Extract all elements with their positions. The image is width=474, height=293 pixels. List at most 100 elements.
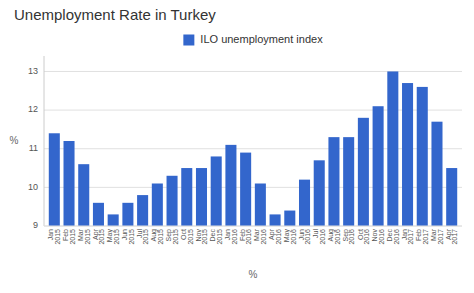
- x-tick-label: Jul2016: [312, 229, 326, 245]
- grid: [44, 71, 462, 226]
- x-tick-label-line: 2016: [393, 229, 400, 245]
- x-tick-label: Sep2016: [342, 229, 356, 245]
- x-tick-label-line: 2017: [422, 229, 429, 245]
- bar: [373, 106, 384, 226]
- bar: [299, 180, 310, 226]
- x-tick-label-line: 2015: [157, 229, 164, 245]
- bar: [181, 168, 192, 226]
- bar: [196, 168, 207, 226]
- bar: [108, 214, 119, 226]
- bar: [284, 211, 295, 226]
- bar: [431, 122, 442, 226]
- legend-swatch: [183, 35, 194, 46]
- x-axis-label: %: [249, 269, 258, 280]
- y-tick-label: 10: [28, 182, 38, 192]
- bar: [49, 133, 60, 226]
- x-tick-label-line: 2016: [260, 229, 267, 245]
- x-tick-label-line: 2015: [98, 229, 105, 245]
- x-tick-label-line: 2015: [128, 229, 135, 245]
- legend-label: ILO unemployment index: [200, 33, 323, 45]
- x-tick-label: May2015: [106, 229, 120, 245]
- x-tick-label-line: 2016: [348, 229, 355, 245]
- x-tick-label: Jan2016: [224, 229, 238, 245]
- x-tick-label-line: 2015: [187, 229, 194, 245]
- x-tick-label-line: 2017: [437, 229, 444, 245]
- x-tick-label: Aug2015: [150, 229, 164, 245]
- y-tick-label: 12: [28, 104, 38, 114]
- x-tick-label-line: 2016: [245, 229, 252, 245]
- x-tick-label: Feb2015: [62, 229, 76, 245]
- x-tick-label-line: 2016: [319, 229, 326, 245]
- x-tick-label: Jan2015: [47, 229, 61, 245]
- bar: [78, 164, 89, 226]
- grid-line: [44, 71, 462, 72]
- x-tick-label-line: 2016: [378, 229, 385, 245]
- title: Unemployment Rate in Turkey: [14, 6, 216, 23]
- y-axis-line: [44, 56, 45, 226]
- x-tick-label-line: 2015: [201, 229, 208, 245]
- x-tick-label: Aug2016: [327, 229, 341, 245]
- x-tick-label-line: 2016: [290, 229, 297, 245]
- x-tick-label: Nov2015: [195, 229, 209, 245]
- grid-line: [44, 187, 462, 188]
- x-tick-label-line: 2016: [231, 229, 238, 245]
- grid-line: [44, 226, 462, 227]
- x-tick-label: Oct2015: [180, 229, 194, 245]
- bar: [358, 118, 369, 226]
- y-tick-label: 11: [29, 143, 38, 153]
- x-tick-label-line: 2015: [54, 229, 61, 245]
- bar: [122, 203, 133, 226]
- x-tick-label: Dec2016: [386, 229, 400, 245]
- x-tick-label: Apr2015: [92, 228, 106, 244]
- bar: [343, 137, 354, 226]
- bar: [93, 203, 104, 226]
- x-tick-label-line: 2017: [451, 229, 458, 245]
- x-tick-label: Mar2015: [77, 228, 91, 244]
- bar: [152, 184, 163, 227]
- x-tick-label-line: 2015: [84, 229, 91, 245]
- x-tick-label-line: 2015: [69, 229, 76, 245]
- x-tick-label-line: 2015: [216, 229, 223, 245]
- bar: [225, 145, 236, 226]
- x-tick-label: Mar2017: [430, 228, 444, 244]
- bar: [417, 87, 428, 226]
- x-axis-line: [44, 226, 462, 227]
- x-tick-label-line: 2016: [363, 229, 370, 245]
- bars: [49, 71, 457, 226]
- x-tick-label: Feb2017: [415, 229, 429, 245]
- x-tick-label: Feb2016: [239, 229, 253, 245]
- x-tick-label: May2016: [283, 229, 297, 245]
- bar: [328, 137, 339, 226]
- bar: [314, 160, 325, 226]
- grid-line: [44, 148, 462, 149]
- y-tick-label: 13: [28, 66, 38, 76]
- chart-svg: Unemployment Rate in Turkey ILO unemploym…: [0, 0, 474, 293]
- bar: [402, 83, 413, 226]
- chart-container: Unemployment Rate in Turkey ILO unemploym…: [0, 0, 474, 293]
- x-tick-label-line: 2015: [142, 229, 149, 245]
- x-tick-label-line: 2016: [334, 229, 341, 245]
- bar: [255, 184, 266, 227]
- bar: [446, 168, 457, 226]
- y-tick-label: 9: [33, 220, 38, 230]
- x-tick-label: Apr2016: [268, 228, 282, 244]
- x-tick-label: Mar2016: [253, 228, 267, 244]
- x-tick-label: Nov2016: [371, 229, 385, 245]
- x-tick-label-line: 2016: [304, 229, 311, 245]
- x-tick-label: Jun2016: [298, 229, 312, 245]
- bar: [137, 195, 148, 226]
- bar: [167, 176, 178, 226]
- bar: [387, 71, 398, 226]
- x-tick-label: Jul2015: [136, 229, 150, 245]
- bar: [64, 141, 75, 226]
- bar: [240, 153, 251, 226]
- x-tick-label-line: 2015: [172, 229, 179, 245]
- x-tick-label-line: 2017: [407, 229, 414, 245]
- x-tick-label: Jan2017: [401, 229, 415, 245]
- x-tick-label: Sep2015: [165, 229, 179, 245]
- x-tick-label-line: 2016: [275, 229, 282, 245]
- x-tick-label: Dec2015: [209, 229, 223, 245]
- x-tick-label-line: 2015: [113, 229, 120, 245]
- x-tick-label: Oct2016: [357, 229, 371, 245]
- bar: [211, 156, 222, 226]
